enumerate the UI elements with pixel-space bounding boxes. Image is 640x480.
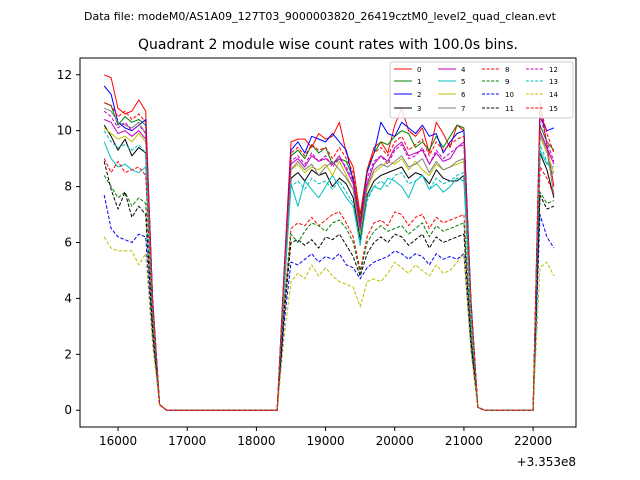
x-tick-label: 19000 <box>306 434 344 448</box>
y-tick-label: 6 <box>64 236 72 250</box>
legend-label-13: 13 <box>549 78 558 86</box>
series-line-14 <box>103 236 555 411</box>
x-tick-label: 21000 <box>445 434 483 448</box>
legend-label-15: 15 <box>549 105 558 113</box>
legend-label-1: 1 <box>417 78 421 86</box>
series-line-12 <box>103 110 555 411</box>
chart-title: Quadrant 2 module wise count rates with … <box>138 37 518 53</box>
legend-label-10: 10 <box>505 91 514 99</box>
legend-box <box>389 61 574 119</box>
x-tick-label: 20000 <box>376 434 414 448</box>
plot-background <box>80 58 576 427</box>
y-tick-label: 12 <box>57 68 72 82</box>
y-axis-ticks: 0 2 4 6 8 10 12 <box>57 68 80 417</box>
legend-label-8: 8 <box>505 66 509 74</box>
x-tick-label: 17000 <box>168 434 206 448</box>
legend-label-7: 7 <box>461 105 465 113</box>
data-file-header: Data file: modeM0/AS1A09_127T03_90000038… <box>84 10 557 23</box>
legend-label-11: 11 <box>505 105 514 113</box>
x-axis-ticks: 16000 17000 18000 19000 20000 21000 22000 <box>99 427 552 448</box>
x-tick-label: 22000 <box>514 434 552 448</box>
legend-label-5: 5 <box>461 78 465 86</box>
y-tick-label: 0 <box>64 403 72 417</box>
plot-area <box>79 57 577 428</box>
x-axis-offset-text: +3.353e8 <box>517 455 576 469</box>
y-tick-label: 10 <box>57 124 72 138</box>
legend-label-14: 14 <box>549 91 558 99</box>
x-tick-label: 16000 <box>99 434 137 448</box>
y-tick-label: 4 <box>64 291 72 305</box>
legend-label-3: 3 <box>417 105 421 113</box>
series-line-15 <box>104 102 555 411</box>
y-tick-label: 2 <box>64 347 72 361</box>
series-lines <box>103 74 555 411</box>
legend-label-4: 4 <box>461 66 466 74</box>
legend-label-2: 2 <box>417 91 421 99</box>
y-tick-label: 8 <box>64 180 72 194</box>
legend-label-0: 0 <box>417 66 421 74</box>
x-tick-label: 18000 <box>237 434 275 448</box>
legend-label-6: 6 <box>461 91 466 99</box>
legend-label-9: 9 <box>505 78 509 86</box>
legend-label-12: 12 <box>549 66 558 74</box>
